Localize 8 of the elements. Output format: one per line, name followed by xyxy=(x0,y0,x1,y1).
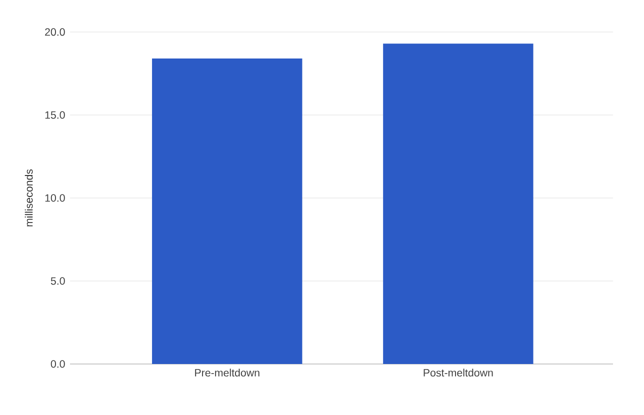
y-tick-label: 5.0 xyxy=(50,277,65,285)
y-tick-label: 20.0 xyxy=(45,28,65,36)
x-tick-label: Post-meltdown xyxy=(424,368,493,377)
y-tick-label: 15.0 xyxy=(45,111,65,119)
x-tick-label: Pre-meltdown xyxy=(195,368,260,377)
y-axis-title: milliseconds xyxy=(24,169,33,226)
y-tick-label: 0.0 xyxy=(50,360,65,368)
y-tick-label: 10.0 xyxy=(45,194,65,202)
